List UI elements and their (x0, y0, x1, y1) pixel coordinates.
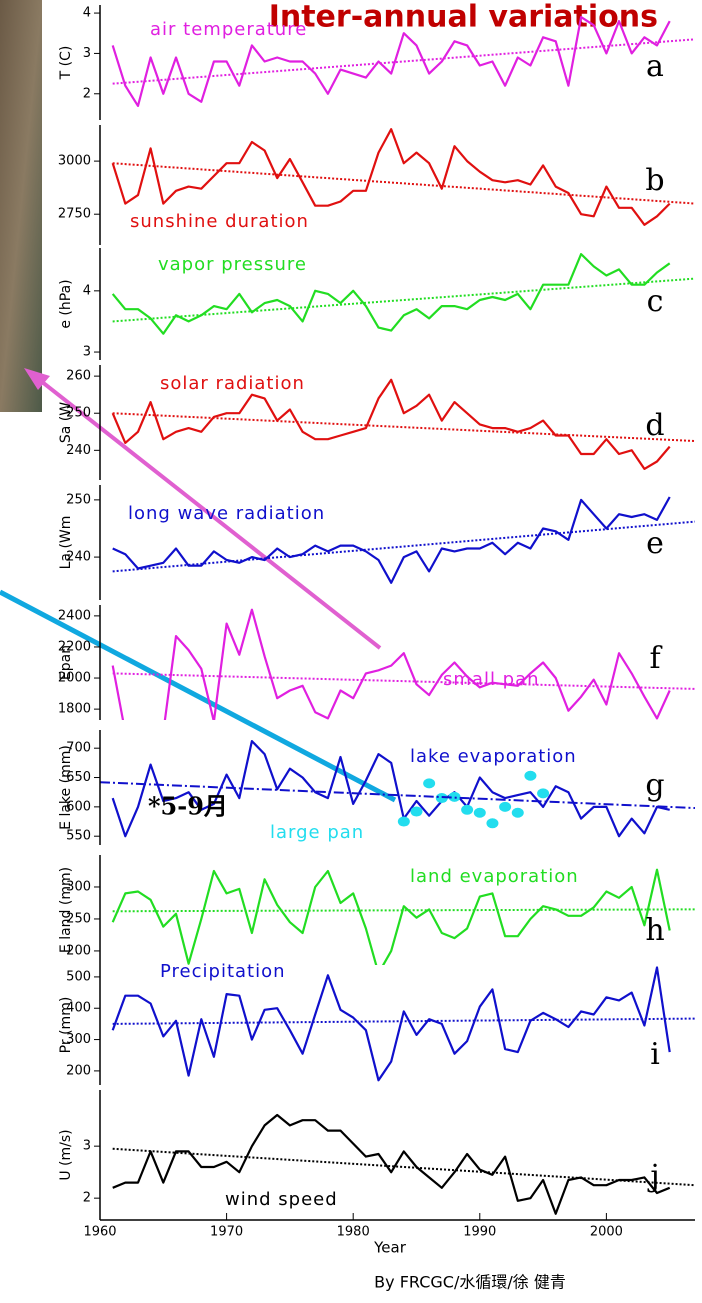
series-line (113, 1115, 670, 1214)
panel (113, 610, 695, 733)
x-axis-label: Year (373, 1239, 407, 1257)
y-axis-label: U (m/s) (58, 1129, 74, 1180)
trend-line (113, 673, 695, 689)
y-tick-label: 550 (66, 829, 91, 844)
series-line (113, 870, 670, 974)
panel-letter: g (645, 768, 664, 803)
dot (524, 771, 536, 781)
series-line (113, 741, 670, 836)
y-axis-label: Pr (mm) (58, 997, 74, 1054)
y-axis-label: Epan (58, 645, 74, 680)
series-label: vapor pressure (158, 254, 307, 275)
y-tick-label: 2400 (58, 608, 91, 623)
trend-line (113, 413, 695, 441)
series-label: small pan (443, 669, 540, 690)
y-tick-label: 1800 (58, 702, 91, 717)
panel-letter: h (645, 913, 664, 948)
dot (486, 818, 498, 828)
panel-letter: b (645, 163, 664, 198)
panel (113, 968, 695, 1081)
trend-line (113, 163, 695, 203)
y-tick-label: 2 (83, 86, 91, 101)
series-label: large pan (270, 822, 364, 843)
dot (461, 805, 473, 815)
y-axis-label: e (hPa) (58, 279, 74, 328)
series-label: wind speed (225, 1189, 338, 1210)
annotation: *5-9月 (148, 792, 228, 821)
series-label: sunshine duration (130, 211, 309, 232)
panel-letter: d (645, 408, 664, 443)
panel (113, 1115, 695, 1214)
dot (499, 802, 511, 812)
chart-title: Inter-annual variations (269, 0, 658, 35)
y-tick-label: 260 (66, 369, 91, 384)
y-axis-label: Sa (W (58, 402, 74, 443)
y-tick-label: 3000 (58, 154, 91, 169)
dot (398, 817, 410, 827)
dot (423, 778, 435, 788)
footer: By FRCGC/水循環/徐 健青 (374, 1273, 566, 1292)
panel-letter: f (649, 641, 662, 676)
series-line (113, 610, 670, 733)
series-label: long wave radiation (128, 503, 325, 524)
y-tick-label: 240 (66, 443, 91, 458)
series-label: solar radiation (160, 373, 305, 394)
y-tick-label: 500 (66, 969, 91, 984)
chart: Inter-annual variations By FRCGC/水循環/徐 健… (0, 0, 702, 1303)
y-tick-label: 4 (83, 6, 91, 21)
series-label: land evaporation (410, 866, 579, 887)
panel-letter: a (646, 49, 664, 84)
y-tick-label: 2750 (58, 207, 91, 222)
y-tick-label: 3 (83, 345, 91, 360)
x-tick-label: 1990 (463, 1225, 496, 1240)
trend-line (113, 522, 695, 572)
dot (512, 808, 524, 818)
y-tick-label: 3 (83, 46, 91, 61)
dot (537, 788, 549, 798)
y-tick-label: 3 (83, 1139, 91, 1154)
trend-line (113, 39, 695, 83)
x-tick-label: 1960 (83, 1225, 116, 1240)
dot (474, 808, 486, 818)
x-tick-label: 1980 (337, 1225, 370, 1240)
dot (410, 807, 422, 817)
y-axis-label: E land (mm) (58, 867, 74, 953)
panel-letter: e (646, 526, 664, 561)
series-label: air temperature (150, 19, 307, 40)
panel-letter: j (647, 1159, 659, 1194)
series-line (113, 968, 670, 1081)
panel (100, 741, 695, 836)
y-tick-label: 250 (66, 492, 91, 507)
y-tick-label: 2 (83, 1191, 91, 1206)
panel-letter: c (647, 284, 664, 319)
y-axis-label: La (Wm (58, 516, 74, 570)
panel (113, 870, 695, 974)
y-tick-label: 200 (66, 1063, 91, 1078)
y-axis-label: E lake (mm) (58, 745, 74, 830)
y-tick-label: 4 (83, 283, 91, 298)
x-tick-label: 2000 (590, 1225, 623, 1240)
panel-letter: i (650, 1037, 660, 1072)
x-tick-label: 1970 (210, 1225, 243, 1240)
series-label: Precipitation (160, 961, 286, 982)
photo (0, 0, 42, 412)
y-axis-label: T (C) (58, 46, 74, 81)
series-label: lake evaporation (410, 746, 577, 767)
